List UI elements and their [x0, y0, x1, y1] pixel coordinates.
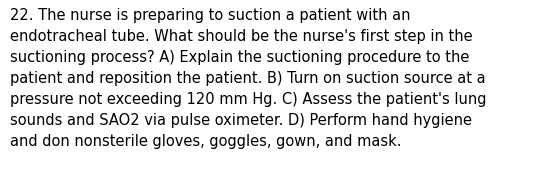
Text: 22. The nurse is preparing to suction a patient with an
endotracheal tube. What : 22. The nurse is preparing to suction a … — [10, 8, 487, 149]
